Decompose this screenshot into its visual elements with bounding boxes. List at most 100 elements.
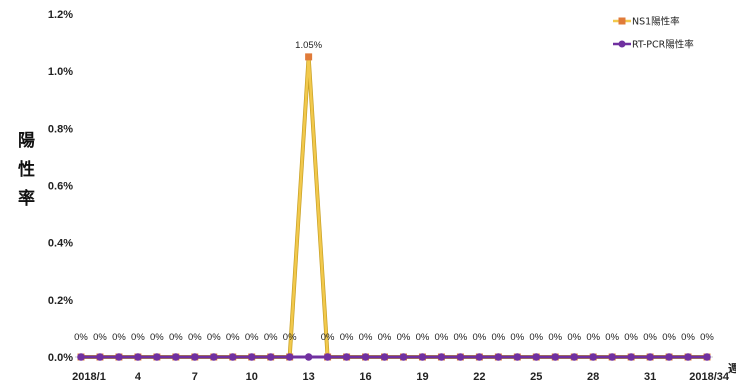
legend-item-rtpcr: RT-PCR陽性率: [613, 39, 694, 51]
series-marker-rtpcr: [342, 353, 351, 361]
series-marker-rtpcr: [551, 353, 560, 361]
data-label: 0%: [605, 332, 619, 343]
series-marker-rtpcr: [665, 353, 673, 361]
data-label: 0%: [662, 332, 676, 343]
series-marker-rtpcr: [399, 353, 408, 361]
series-marker-rtpcr: [437, 353, 446, 361]
series-marker-rtpcr: [608, 353, 616, 361]
data-label: 0%: [359, 332, 373, 343]
series-marker-rtpcr: [494, 353, 503, 361]
series-marker-rtpcr: [209, 353, 218, 361]
data-label: 0%: [624, 332, 638, 343]
data-label: 0%: [567, 332, 581, 343]
y-axis-title-char: 率: [18, 188, 35, 209]
series-line-ns1: [81, 55, 707, 359]
series-marker-rtpcr: [115, 353, 123, 361]
data-label: 0%: [416, 332, 430, 343]
series-marker-rtpcr: [77, 353, 85, 361]
data-label: 0%: [435, 332, 449, 343]
series-marker-rtpcr: [134, 353, 142, 361]
data-label: 0%: [131, 332, 145, 343]
data-label: 0%: [472, 332, 486, 343]
data-label: 0%: [700, 332, 714, 343]
series-layer: [77, 53, 711, 361]
data-label: 0%: [283, 332, 297, 343]
series-marker-rtpcr: [247, 353, 256, 361]
data-label: 0%: [510, 332, 524, 343]
data-label: 0%: [150, 332, 164, 343]
data-label: 0%: [112, 332, 126, 343]
x-tick-label: 22: [473, 371, 485, 383]
x-axis-ticks: 2018/1 4 7 10 13 16 19 22 25 28 31 2018/34: [72, 371, 730, 383]
legend-marker-rtpcr: [618, 40, 626, 48]
y-tick-label: 0.8%: [48, 123, 73, 135]
x-tick-label: 4: [135, 371, 142, 383]
data-label: 0%: [397, 332, 411, 343]
data-label: 0%: [643, 332, 657, 343]
series-marker-rtpcr: [532, 353, 541, 361]
series-marker-rtpcr: [589, 353, 597, 361]
y-tick-label: 1.2%: [48, 9, 73, 21]
y-tick-label: 0.4%: [48, 238, 73, 250]
x-tick-label: 31: [644, 371, 656, 383]
data-label: 0%: [207, 332, 221, 343]
legend-item-ns1: NS1陽性率: [613, 16, 680, 28]
series-marker-rtpcr: [153, 353, 161, 361]
data-label: 0%: [245, 332, 259, 343]
y-axis-title-char: 性: [18, 159, 35, 180]
legend-label-ns1: NS1陽性率: [632, 16, 680, 28]
series-marker-rtpcr: [96, 353, 104, 361]
y-tick-label: 1.0%: [48, 66, 73, 78]
data-label: 0%: [74, 332, 88, 343]
series-marker-rtpcr: [172, 353, 180, 361]
series-marker-rtpcr: [361, 353, 370, 361]
series-line-ns1-outline: [81, 54, 707, 359]
series-marker-rtpcr: [266, 353, 275, 361]
series-marker-rtpcr: [304, 353, 313, 361]
x-tick-label: 28: [587, 371, 599, 383]
series-marker-ns1: [305, 53, 313, 61]
x-tick-label: 10: [246, 371, 258, 383]
legend: NS1陽性率 RT-PCR陽性率: [613, 16, 694, 51]
data-label: 0%: [226, 332, 240, 343]
x-tick-label: 7: [192, 371, 198, 383]
series-marker-rtpcr: [513, 353, 522, 361]
x-tick-label: 16: [359, 371, 371, 383]
series-marker-rtpcr: [418, 353, 427, 361]
data-labels: 0% 0% 0% 0% 0% 0% 0% 0% 0% 0% 0% 0% 1.05% 0% 0% 0% 0% 0% 0…: [74, 40, 714, 343]
series-marker-rtpcr: [456, 353, 465, 361]
data-label: 0%: [169, 332, 183, 343]
x-tick-label: 25: [530, 371, 542, 383]
legend-marker-ns1: [618, 17, 626, 25]
y-axis-title: 陽 性 率: [18, 131, 35, 209]
data-label: 1.05%: [295, 40, 322, 51]
data-label: 0%: [93, 332, 107, 343]
series-marker-rtpcr: [684, 353, 692, 361]
data-label: 0%: [378, 332, 392, 343]
series-marker-rtpcr: [285, 353, 294, 361]
x-tick-label: 2018/34: [689, 371, 730, 383]
data-label: 0%: [454, 332, 468, 343]
data-label: 0%: [529, 332, 543, 343]
series-marker-rtpcr: [703, 353, 711, 361]
x-tick-label: 13: [303, 371, 315, 383]
data-label: 0%: [491, 332, 505, 343]
series-marker-rtpcr: [646, 353, 654, 361]
data-label: 0%: [340, 332, 354, 343]
legend-label-rtpcr: RT-PCR陽性率: [632, 39, 694, 51]
data-label: 0%: [548, 332, 562, 343]
y-tick-label: 0.6%: [48, 181, 73, 193]
data-label: 0%: [586, 332, 600, 343]
series-marker-rtpcr: [228, 353, 237, 361]
data-label: 0%: [264, 332, 278, 343]
series-marker-rtpcr: [627, 353, 635, 361]
x-axis-title: 週: [728, 361, 736, 375]
data-label: 0%: [188, 332, 202, 343]
series-marker-rtpcr: [380, 353, 389, 361]
series-marker-rtpcr: [570, 353, 579, 361]
series-marker-rtpcr: [323, 353, 332, 361]
series-marker-rtpcr: [475, 353, 484, 361]
x-tick-label: 19: [416, 371, 428, 383]
x-tick-label: 2018/1: [72, 371, 106, 383]
